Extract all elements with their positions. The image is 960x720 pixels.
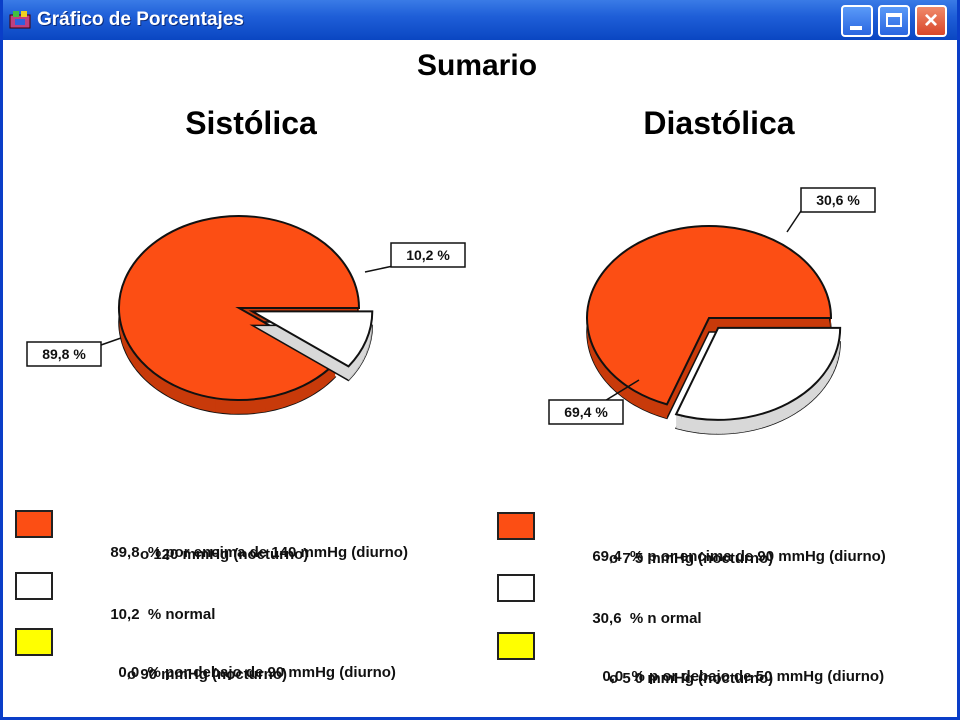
- pie-slice: [248, 310, 374, 368]
- left-pie-title: Sistólica: [185, 105, 317, 141]
- chart-area: Sumario Sistólica Diastólica 89,8 % 10,2 …: [3, 40, 957, 720]
- legend-item-above-line2: o 7 5 mmHg (nocturno): [609, 550, 774, 567]
- legend-label: % n ormal: [629, 610, 702, 627]
- legend-item-normal: 30,6 % n ormal: [559, 586, 702, 652]
- right-pie-title: Diastólica: [643, 105, 794, 141]
- pie-slice: [674, 326, 842, 421]
- maximize-button[interactable]: [878, 5, 910, 37]
- pie-slice-label: 69,4 %: [548, 379, 640, 425]
- legend-swatch-above: [497, 512, 535, 540]
- pie-slice: [118, 215, 361, 401]
- legend-label: % p or debajo de 50 mmHg (diurno): [631, 668, 885, 685]
- title-bar[interactable]: Gráfico de Porcentajes ×: [3, 0, 957, 40]
- maximize-icon: [886, 13, 902, 27]
- pie-slice-label: 30,6 %: [786, 187, 876, 233]
- legend-swatch-normal: [15, 572, 53, 600]
- pie-slice-label-text: 10,2 %: [406, 247, 450, 263]
- pie-slice: [586, 225, 833, 406]
- legend-value: 89,8: [110, 544, 140, 561]
- pie-slice-label: 89,8 %: [26, 337, 122, 367]
- legend-label: % p or encima de 90 mmHg (diurno): [629, 548, 886, 565]
- pie-slice-label-text: 89,8 %: [42, 346, 86, 362]
- app-icon: [9, 11, 31, 29]
- legend-item-above-line2: o 120 mmHg (nocturno): [140, 546, 309, 563]
- legend-value: 10,2: [110, 606, 140, 623]
- legend-swatch-normal: [497, 574, 535, 602]
- legend-value: 0,0: [602, 668, 624, 685]
- window-title: Gráfico de Porcentajes: [37, 9, 244, 30]
- legend-swatch-below: [15, 628, 53, 656]
- minimize-button[interactable]: [841, 5, 873, 37]
- pie-charts: Sumario Sistólica Diastólica 89,8 % 10,2 …: [26, 49, 876, 435]
- pie-slice-label-text: 30,6 %: [816, 192, 860, 208]
- legend-value: 30,6: [592, 610, 622, 627]
- legend-item-below-line2: o 90 mmHg (nocturno): [127, 666, 287, 683]
- legend-swatch-below: [497, 632, 535, 660]
- legend-label: % normal: [147, 606, 216, 623]
- legend-item-above: 89,8 % por encima de 140 mmHg (diurno): [77, 520, 408, 586]
- legend-item-normal: 10,2 % normal: [77, 582, 215, 648]
- right-pie: 69,4 % 30,6 %: [548, 187, 876, 435]
- legend-swatch-above: [15, 510, 53, 538]
- legend-label: % por encima de 140 mmHg (diurno): [147, 544, 408, 561]
- close-button[interactable]: ×: [915, 5, 947, 37]
- chart-heading: Sumario: [417, 49, 537, 82]
- close-icon: ×: [923, 7, 938, 34]
- pie-slice-label-text: 69,4 %: [564, 404, 608, 420]
- legend-item-above: 69,4 % p or encima de 90 mmHg (diurno): [559, 524, 886, 590]
- legend-value: 69,4: [592, 548, 622, 565]
- pie-slice-label: 10,2 %: [364, 242, 466, 273]
- legend-item-below: 0,0 % p or debajo de 50 mmHg (diurno): [569, 644, 884, 710]
- legend-label: % por debajo de 90 mmHg (diurno): [147, 664, 396, 681]
- left-pie: 89,8 % 10,2 %: [26, 215, 466, 415]
- legend-value: 0,0: [118, 664, 140, 681]
- legend-item-below-line2: o 5 0 mmHg (nocturno): [609, 670, 774, 687]
- legend-item-below: 0,0 % por debajo de 90 mmHg (diurno): [85, 640, 396, 706]
- minimize-icon: [850, 26, 862, 30]
